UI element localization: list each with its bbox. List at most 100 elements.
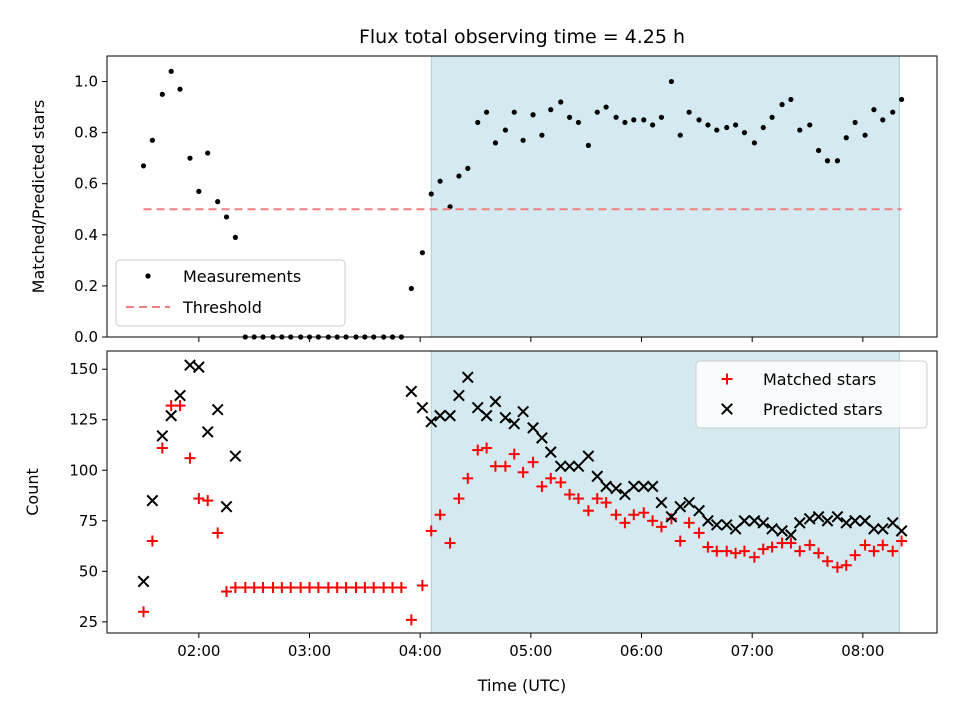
marker-stroke bbox=[738, 514, 751, 527]
y-tick-label: 100 bbox=[69, 461, 98, 479]
data-point bbox=[196, 188, 202, 194]
data-point bbox=[508, 448, 520, 460]
marker-stroke bbox=[416, 401, 429, 414]
marker-stroke bbox=[693, 504, 705, 517]
marker-stroke bbox=[886, 516, 899, 529]
data-point bbox=[668, 78, 675, 85]
y-tick-label: 50 bbox=[79, 562, 98, 580]
data-point bbox=[732, 122, 739, 128]
data-point bbox=[628, 509, 640, 521]
marker-stroke bbox=[184, 359, 196, 372]
marker-stroke bbox=[776, 525, 788, 537]
data-point bbox=[489, 460, 501, 472]
data-point bbox=[600, 497, 612, 509]
data-point bbox=[527, 421, 539, 434]
data-point bbox=[785, 529, 797, 541]
data-point bbox=[554, 460, 567, 473]
data-point bbox=[658, 114, 665, 120]
series-measurements bbox=[140, 68, 905, 340]
data-point bbox=[840, 516, 853, 529]
data-point bbox=[368, 582, 380, 594]
data-point bbox=[472, 444, 484, 456]
data-point bbox=[852, 119, 858, 126]
data-point bbox=[312, 582, 324, 594]
data-point bbox=[192, 361, 205, 374]
data-point bbox=[619, 517, 631, 529]
y-tick-label: 0.6 bbox=[74, 175, 98, 193]
marker-stroke bbox=[174, 389, 186, 402]
data-point bbox=[880, 117, 886, 123]
marker-stroke bbox=[812, 510, 825, 523]
marker-stroke bbox=[480, 409, 493, 422]
data-point bbox=[508, 417, 521, 430]
data-point bbox=[849, 549, 861, 561]
data-point bbox=[453, 389, 465, 402]
data-point bbox=[156, 442, 168, 454]
data-point bbox=[677, 132, 683, 138]
data-point bbox=[211, 403, 224, 416]
data-point bbox=[340, 582, 352, 594]
marker-stroke bbox=[563, 460, 576, 473]
y-tick-label: 75 bbox=[79, 512, 98, 530]
marker-stroke bbox=[544, 446, 557, 458]
legend-box bbox=[695, 360, 928, 429]
marker-stroke bbox=[793, 516, 806, 529]
data-point bbox=[212, 527, 224, 539]
x-tick-label: 08:00 bbox=[841, 642, 884, 660]
data-point bbox=[714, 127, 720, 133]
data-point bbox=[600, 480, 613, 493]
data-point bbox=[591, 470, 604, 483]
y-axis-label: Matched/Predicted stars bbox=[29, 100, 48, 294]
data-point bbox=[517, 405, 530, 418]
x-tick-label: 03:00 bbox=[288, 642, 331, 660]
data-point bbox=[465, 165, 471, 171]
data-point bbox=[548, 107, 554, 113]
data-point bbox=[499, 411, 512, 424]
y-tick-label: 1.0 bbox=[74, 73, 98, 91]
data-point bbox=[572, 460, 585, 473]
marker-stroke bbox=[211, 403, 224, 416]
data-point bbox=[631, 117, 637, 123]
data-point bbox=[877, 539, 889, 551]
data-point bbox=[140, 163, 147, 169]
marker-stroke bbox=[527, 421, 539, 434]
data-point bbox=[184, 359, 196, 372]
data-point bbox=[674, 535, 686, 547]
data-point bbox=[168, 68, 174, 74]
data-point bbox=[890, 109, 896, 115]
data-point bbox=[831, 561, 843, 573]
data-point bbox=[223, 214, 230, 220]
data-point bbox=[766, 522, 779, 535]
axes-frame bbox=[106, 350, 938, 634]
marker-stroke bbox=[646, 480, 659, 493]
data-point bbox=[610, 509, 622, 521]
data-point bbox=[221, 586, 233, 598]
data-point bbox=[895, 525, 908, 537]
data-point bbox=[285, 582, 297, 594]
data-point bbox=[757, 543, 769, 555]
data-point bbox=[511, 109, 517, 115]
marker-stroke bbox=[831, 510, 844, 523]
legend-box bbox=[115, 259, 346, 327]
data-point bbox=[517, 466, 529, 478]
x-tick-label: 04:00 bbox=[399, 642, 442, 660]
data-point bbox=[693, 504, 705, 517]
data-point bbox=[693, 527, 705, 539]
x-tick-label: 07:00 bbox=[731, 642, 774, 660]
marker-stroke bbox=[591, 470, 604, 483]
data-point bbox=[575, 119, 582, 126]
data-point bbox=[849, 514, 862, 527]
data-point bbox=[720, 518, 733, 531]
data-point bbox=[896, 535, 908, 547]
marker-stroke bbox=[821, 514, 834, 527]
data-point bbox=[622, 119, 628, 126]
data-point bbox=[405, 385, 418, 398]
data-point bbox=[711, 545, 723, 557]
marker-stroke bbox=[702, 514, 714, 527]
data-point bbox=[748, 514, 761, 527]
data-point bbox=[741, 130, 748, 136]
data-point bbox=[566, 114, 573, 120]
marker-stroke bbox=[453, 389, 465, 402]
data-point bbox=[481, 442, 493, 454]
legend: Matched stars Predicted stars bbox=[695, 360, 928, 429]
